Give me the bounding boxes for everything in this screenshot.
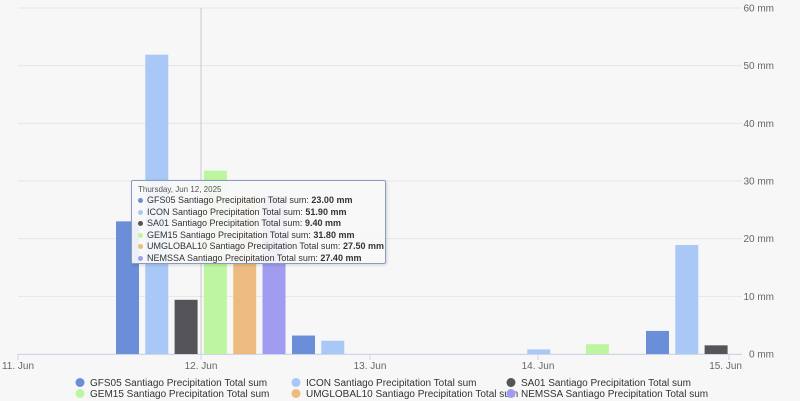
x-tick-label: 11. Jun [2, 361, 34, 372]
tooltip-date: Thursday, Jun 12, 2025 [138, 185, 222, 194]
x-tick-label: 14. Jun [522, 361, 555, 372]
y-tick-label: 30 mm [743, 177, 774, 188]
tooltip-row: UMGLOBAL10 Santiago Precipitation Total … [138, 241, 384, 253]
bar[interactable] [675, 245, 699, 354]
axes: 0 mm 10 mm 20 mm 30 mm 40 mm 50 mm 60 mm 11. Ju… [2, 4, 774, 373]
tooltip-series-label: UMGLOBAL10 Santiago Precipitation Total … [147, 241, 343, 251]
tooltip-row: NEMSSA Santiago Precipitation Total sum:… [138, 253, 379, 265]
legend-label: UMGLOBAL10 Santiago Precipitation Total … [306, 389, 518, 400]
bar[interactable] [174, 299, 198, 354]
legend-symbol [75, 378, 85, 387]
tooltip-series-dot [138, 232, 143, 238]
legend-item[interactable]: ICON Santiago Precipitation Total sum [291, 378, 477, 389]
tooltip-series-value: 27.40 mm [320, 252, 362, 263]
y-tick-label: 50 mm [743, 61, 774, 72]
y-tick-label: 0 mm [749, 350, 774, 361]
tooltip: Thursday, Jun 12, 2025 GFS05 Santiago Pr… [131, 180, 386, 264]
tooltip-rows: GFS05 Santiago Precipitation Total sum: … [138, 195, 384, 265]
legend-symbol [75, 389, 85, 398]
y-tick-label: 10 mm [743, 292, 774, 303]
tooltip-row: ICON Santiago Precipitation Total sum: 5… [138, 207, 379, 219]
bar[interactable] [321, 340, 345, 354]
tooltip-series-value: 9.40 mm [304, 218, 341, 228]
legend-label: GFS05 Santiago Precipitation Total sum [90, 378, 267, 389]
tooltip-series-dot [138, 255, 143, 261]
tooltip-series-value: 51.90 mm [305, 206, 347, 217]
tooltip-series-value: 31.80 mm [313, 229, 355, 240]
bar[interactable] [527, 349, 551, 354]
legend-item[interactable]: SA01 Santiago Precipitation Total sum [506, 378, 691, 389]
legend-label: SA01 Santiago Precipitation Total sum [521, 378, 691, 389]
legend-item[interactable]: NEMSSA Santiago Precipitation Total sum [506, 389, 709, 400]
tooltip-row: GFS05 Santiago Precipitation Total sum: … [138, 195, 379, 207]
tooltip-series-dot [138, 209, 143, 215]
tooltip-row: GEM15 Santiago Precipitation Total sum: … [138, 230, 379, 242]
legend-item[interactable]: UMGLOBAL10 Santiago Precipitation Total … [291, 389, 519, 400]
x-tick-label: 15. Jun [709, 361, 742, 372]
tooltip-series-dot [138, 198, 143, 204]
bar[interactable] [704, 345, 728, 354]
legend-label: GEM15 Santiago Precipitation Total sum [90, 389, 269, 400]
legend-item[interactable]: GEM15 Santiago Precipitation Total sum [75, 389, 270, 400]
tooltip-series-label: NEMSSA Santiago Precipitation Total sum: [147, 252, 321, 263]
bar[interactable] [585, 344, 609, 354]
legend-symbol [506, 378, 516, 387]
x-tick-label: 13. Jun [354, 361, 387, 372]
tooltip-series-label: SA01 Santiago Precipitation Total sum: [147, 218, 305, 228]
legend-item[interactable]: GFS05 Santiago Precipitation Total sum [75, 378, 268, 389]
x-tick-label: 12. Jun [185, 361, 218, 372]
tooltip-series-value: 23.00 mm [311, 195, 353, 205]
tooltip-series-label: GFS05 Santiago Precipitation Total sum: [147, 195, 312, 205]
tooltip-series-value: 27.50 mm [342, 241, 384, 251]
tooltip-row: SA01 Santiago Precipitation Total sum: 9… [138, 218, 379, 230]
legend-label: ICON Santiago Precipitation Total sum [306, 378, 476, 389]
tooltip-series-dot [138, 244, 143, 250]
y-tick-label: 60 mm [743, 4, 774, 15]
bar[interactable] [292, 335, 315, 354]
y-tick-label: 40 mm [743, 119, 774, 130]
legend: GFS05 Santiago Precipitation Total sum IC… [75, 378, 709, 400]
legend-label: NEMSSA Santiago Precipitation Total sum [521, 389, 708, 400]
bar[interactable] [646, 330, 669, 354]
y-tick-label: 20 mm [743, 234, 774, 245]
tooltip-series-label: ICON Santiago Precipitation Total sum: [147, 206, 306, 217]
legend-symbol [291, 378, 301, 387]
legend-symbol [506, 389, 516, 398]
legend-symbol [291, 389, 301, 398]
tooltip-series-dot [138, 221, 143, 227]
tooltip-series-label: GEM15 Santiago Precipitation Total sum: [147, 229, 314, 240]
